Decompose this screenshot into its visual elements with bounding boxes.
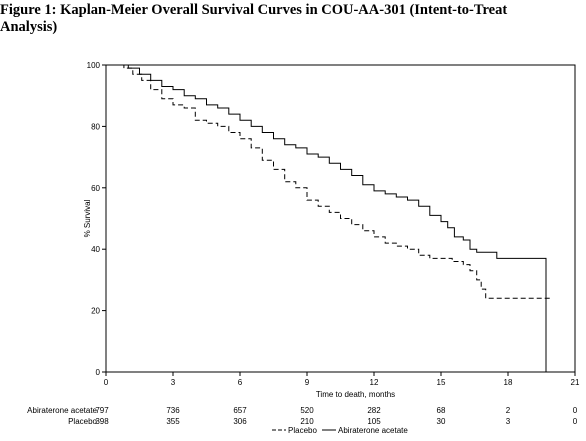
y-tick-label: 60: [91, 184, 100, 193]
y-tick-label: 80: [91, 122, 100, 131]
at-risk-value: 306: [233, 417, 247, 426]
figure-caption-line-1: Figure 1: Kaplan-Meier Overall Survival …: [0, 2, 508, 18]
x-tick-label: 9: [305, 378, 310, 387]
at-risk-value: 2: [506, 406, 511, 415]
x-tick-label: 6: [238, 378, 243, 387]
y-axis-label: % Survival: [83, 199, 92, 237]
series-line-abiraterone: [106, 64, 547, 372]
at-risk-value: 210: [300, 417, 314, 426]
series-layer: [106, 64, 553, 372]
x-axis: 0 3 6 9 12 15 18 21: [104, 372, 580, 387]
at-risk-value: 0: [573, 406, 578, 415]
at-risk-value: 355: [166, 417, 180, 426]
y-tick-label: 0: [96, 368, 101, 377]
legend: Placebo Abiraterone acetate: [272, 426, 408, 435]
at-risk-row-label: Abiraterone acetate: [27, 406, 97, 415]
y-tick-label: 20: [91, 307, 100, 316]
y-axis: 0 20 40 60 80 100: [87, 61, 106, 377]
figure-caption-line-2: Analysis): [0, 19, 58, 35]
y-tick-label: 100: [87, 61, 101, 70]
at-risk-value: 282: [367, 406, 381, 415]
at-risk-value: 520: [300, 406, 314, 415]
figure-caption: Figure 1: Kaplan-Meier Overall Survival …: [0, 2, 586, 36]
x-tick-label: 12: [370, 378, 379, 387]
plot-frame: [105, 64, 576, 373]
legend-label: Abiraterone acetate: [338, 426, 408, 435]
legend-label: Placebo: [288, 426, 317, 435]
x-axis-label: Time to death, months: [316, 390, 395, 399]
x-tick-label: 15: [437, 378, 446, 387]
y-tick-label: 40: [91, 245, 100, 254]
at-risk-value: 30: [437, 417, 446, 426]
x-tick-label: 3: [171, 378, 176, 387]
at-risk-value: 797: [95, 406, 109, 415]
at-risk-value: 398: [95, 417, 109, 426]
at-risk-value: 68: [437, 406, 446, 415]
at-risk-value: 105: [367, 417, 381, 426]
x-tick-label: 0: [104, 378, 109, 387]
at-risk-value: 0: [573, 417, 578, 426]
at-risk-value: 3: [506, 417, 511, 426]
x-tick-label: 18: [504, 378, 513, 387]
series-line-placebo: [106, 64, 553, 299]
at-risk-row-label: Placebo: [68, 417, 97, 426]
at-risk-value: 657: [233, 406, 247, 415]
x-tick-label: 21: [571, 378, 580, 387]
at-risk-value: 736: [166, 406, 180, 415]
